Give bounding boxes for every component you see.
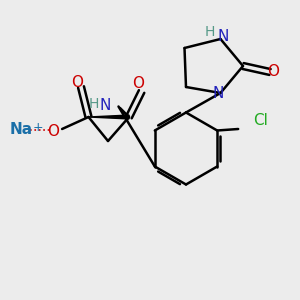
Text: Cl: Cl — [254, 113, 268, 128]
Text: +: + — [32, 121, 43, 134]
Text: H: H — [88, 97, 99, 110]
Text: N: N — [212, 86, 224, 101]
Text: H: H — [205, 25, 215, 38]
Text: N: N — [218, 29, 229, 44]
Text: O: O — [71, 75, 83, 90]
Text: N: N — [100, 98, 111, 113]
Text: O: O — [47, 124, 59, 139]
Text: O: O — [133, 76, 145, 92]
Polygon shape — [88, 115, 129, 119]
Text: Na: Na — [10, 122, 33, 137]
Text: O: O — [268, 64, 280, 79]
